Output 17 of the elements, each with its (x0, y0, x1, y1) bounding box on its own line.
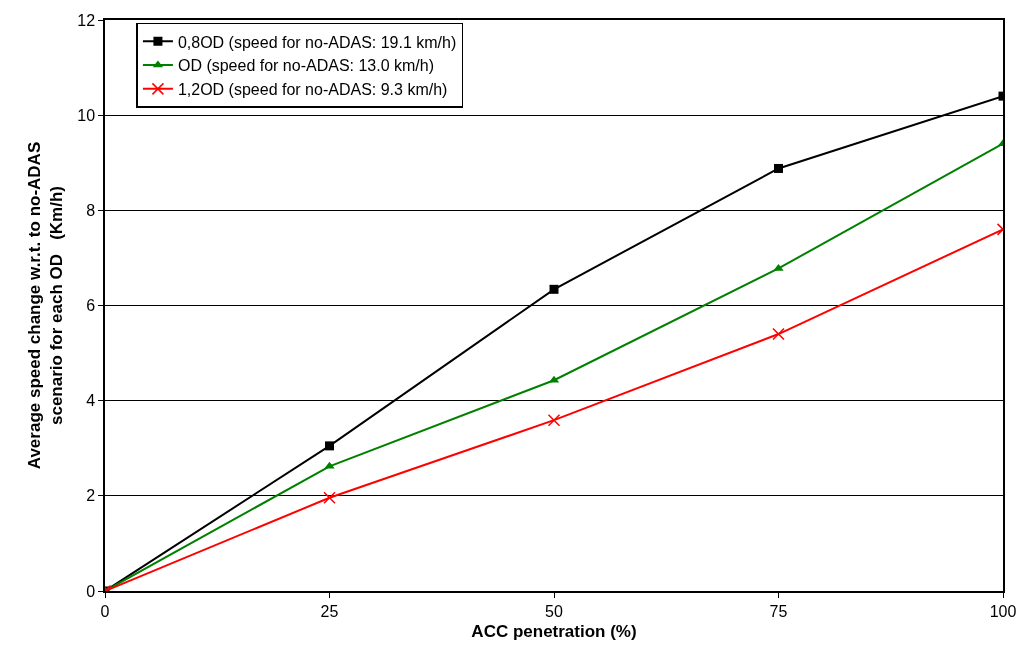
y-tick-label: 4 (86, 392, 96, 410)
legend-label: 1,2OD (speed for no-ADAS: 9.3 km/h) (177, 81, 448, 99)
y-tick-label: 12 (77, 11, 96, 29)
x-tick-label: 25 (320, 602, 339, 620)
x-tick-label: 100 (989, 602, 1017, 620)
y-tick-label: 10 (77, 106, 96, 124)
y-tick-label: 0 (86, 582, 96, 600)
y-tick-label: 6 (86, 297, 96, 315)
x-axis-title: ACC penetration (%) (471, 621, 637, 641)
y-axis-title: Average speed change w.r.t. to no-ADAS scenario for each OD (Km/h) (25, 141, 67, 470)
legend-label: OD (speed for no-ADAS: 13.0 km/h) (177, 57, 435, 75)
x-tick-label: 75 (769, 602, 788, 620)
x-tick-label: 0 (100, 602, 110, 620)
legend-label: 0,8OD (speed for no-ADAS: 19.1 km/h) (177, 33, 457, 51)
x-tick-label: 50 (545, 602, 563, 620)
y-tick-label: 2 (86, 487, 96, 505)
y-tick-label: 8 (86, 201, 96, 219)
